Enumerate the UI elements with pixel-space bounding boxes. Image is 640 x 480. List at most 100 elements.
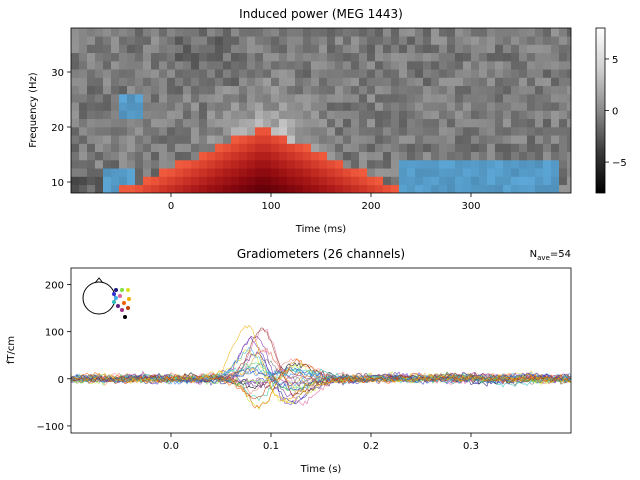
heatmap-cell — [191, 127, 200, 136]
heatmap-cell — [423, 160, 432, 169]
heatmap-cell — [535, 36, 544, 45]
heatmap-cell — [79, 151, 88, 161]
tfr-xtick-label: 300 — [461, 201, 480, 212]
heatmap-cell — [375, 160, 384, 169]
heatmap-cell — [439, 176, 448, 186]
heatmap-cell — [367, 61, 376, 70]
heatmap-cell — [279, 151, 288, 161]
heatmap-cell — [311, 127, 320, 136]
heatmap-cell — [263, 127, 272, 136]
heatmap-cell — [135, 135, 144, 144]
heatmap-cell — [231, 44, 240, 54]
heatmap-cell — [495, 184, 504, 193]
heatmap-cell — [495, 143, 504, 153]
evoked-title: Gradiometers (26 channels) — [237, 247, 405, 261]
tfr-xtick-label: 0 — [168, 201, 174, 212]
heatmap-cell — [263, 110, 272, 120]
heatmap-cell — [399, 36, 408, 45]
heatmap-cell — [167, 127, 176, 136]
heatmap-cell — [535, 135, 544, 144]
heatmap-cell — [351, 127, 360, 136]
heatmap-cell — [327, 69, 336, 78]
heatmap-cell — [559, 160, 568, 169]
heatmap-cell — [535, 85, 544, 95]
heatmap-cell — [295, 143, 304, 153]
heatmap-cell — [119, 135, 128, 144]
heatmap-cell — [375, 184, 384, 193]
heatmap-cell — [431, 69, 440, 78]
evoked-ytick-label: 200 — [45, 281, 64, 292]
heatmap-cell — [119, 184, 128, 193]
heatmap-cell — [439, 94, 448, 103]
heatmap-cell — [503, 28, 512, 37]
heatmap-cell — [415, 151, 424, 161]
heatmap-cell — [559, 85, 568, 95]
heatmap-cell — [503, 102, 512, 111]
heatmap-cell — [159, 127, 168, 136]
heatmap-cell — [543, 168, 552, 177]
heatmap-cell — [463, 28, 472, 37]
heatmap-cell — [111, 143, 120, 153]
heatmap-cell — [407, 184, 416, 193]
heatmap-cell — [263, 135, 272, 144]
heatmap-cell — [559, 102, 568, 111]
heatmap-cell — [287, 118, 296, 128]
heatmap-cell — [215, 118, 224, 128]
heatmap-cell — [487, 151, 496, 161]
heatmap-cell — [119, 28, 128, 37]
heatmap-cell — [215, 85, 224, 95]
heatmap-cell — [335, 151, 344, 161]
heatmap-cell — [407, 77, 416, 87]
heatmap-cell — [527, 52, 536, 62]
heatmap-cell — [495, 160, 504, 169]
heatmap-cell — [335, 94, 344, 103]
heatmap-cell — [119, 176, 128, 186]
heatmap-cell — [103, 61, 112, 70]
heatmap-cell — [399, 28, 408, 37]
heatmap-cell — [423, 52, 432, 62]
heatmap-cell — [287, 160, 296, 169]
heatmap-cell — [479, 69, 488, 78]
heatmap-cell — [127, 44, 136, 54]
heatmap-cell — [239, 44, 248, 54]
heatmap-cell — [439, 160, 448, 169]
heatmap-cell — [399, 160, 408, 169]
heatmap-cell — [87, 184, 96, 193]
heatmap-cell — [111, 151, 120, 161]
heatmap-cell — [295, 118, 304, 128]
heatmap-cell — [303, 52, 312, 62]
heatmap-cell — [431, 160, 440, 169]
heatmap-cell — [335, 36, 344, 45]
heatmap-cell — [391, 52, 400, 62]
heatmap-cell — [263, 118, 272, 128]
heatmap-cell — [335, 52, 344, 62]
heatmap-cell — [119, 143, 128, 153]
heatmap-cell — [119, 94, 128, 103]
heatmap-cell — [239, 184, 248, 193]
heatmap-cell — [167, 44, 176, 54]
heatmap-cell — [167, 151, 176, 161]
heatmap-cell — [471, 69, 480, 78]
heatmap-cell — [439, 61, 448, 70]
colorbar-tick-label: −5 — [612, 158, 627, 169]
heatmap-cell — [375, 28, 384, 37]
heatmap-cell — [103, 151, 112, 161]
heatmap-cell — [151, 118, 160, 128]
heatmap-cell — [415, 94, 424, 103]
heatmap-cell — [159, 61, 168, 70]
heatmap-cell — [463, 77, 472, 87]
heatmap-cell — [303, 110, 312, 120]
heatmap-cell — [215, 143, 224, 153]
heatmap-cell — [239, 143, 248, 153]
heatmap-cell — [287, 85, 296, 95]
heatmap-cell — [367, 110, 376, 120]
heatmap-cell — [199, 160, 208, 169]
heatmap-cell — [367, 143, 376, 153]
heatmap-cell — [567, 176, 571, 186]
heatmap-cell — [543, 118, 552, 128]
heatmap-cell — [511, 28, 520, 37]
heatmap-cell — [463, 168, 472, 177]
heatmap-cell — [311, 176, 320, 186]
heatmap-cell — [439, 44, 448, 54]
heatmap-cell — [455, 94, 464, 103]
